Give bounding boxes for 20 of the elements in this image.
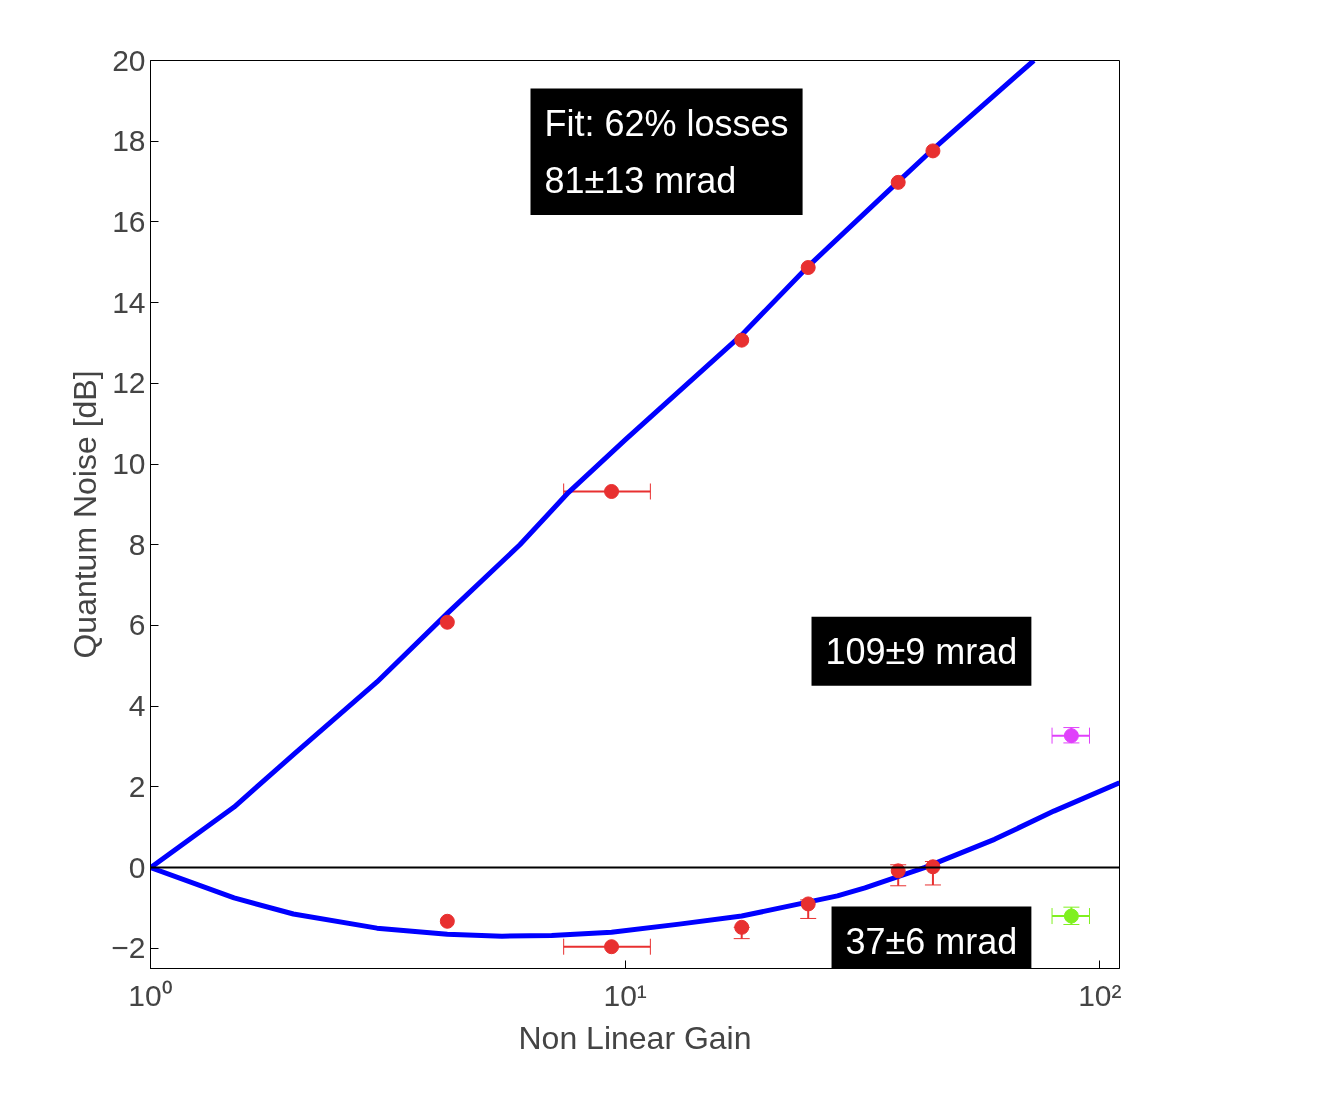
- y-tick-label: −2: [111, 931, 146, 965]
- y-tick-label: 6: [128, 608, 146, 642]
- y-tick-label: 14: [112, 285, 146, 319]
- x-tick-label: 10²: [1078, 978, 1122, 1012]
- x-tick-label: 10⁰: [128, 978, 173, 1012]
- y-tick-label: 2: [128, 769, 146, 803]
- annotation: 37±6 mrad: [845, 920, 1018, 962]
- annotation: Fit: 62% losses 81±13 mrad: [544, 102, 789, 201]
- y-tick-label: 10: [112, 447, 146, 481]
- y-tick-label: 0: [128, 850, 146, 884]
- annotation: 109±9 mrad: [825, 630, 1018, 672]
- x-tick-label: 10¹: [603, 978, 647, 1012]
- y-tick-label: 20: [112, 43, 146, 77]
- y-tick-label: 16: [112, 204, 146, 238]
- y-tick-label: 8: [128, 527, 146, 561]
- y-tick-label: 4: [128, 689, 146, 723]
- x-axis-title: Non Linear Gain: [518, 1019, 752, 1056]
- y-tick-label: 18: [112, 124, 146, 158]
- y-axis-title: Quantum Noise [dB]: [67, 370, 104, 659]
- y-tick-label: 12: [112, 366, 146, 400]
